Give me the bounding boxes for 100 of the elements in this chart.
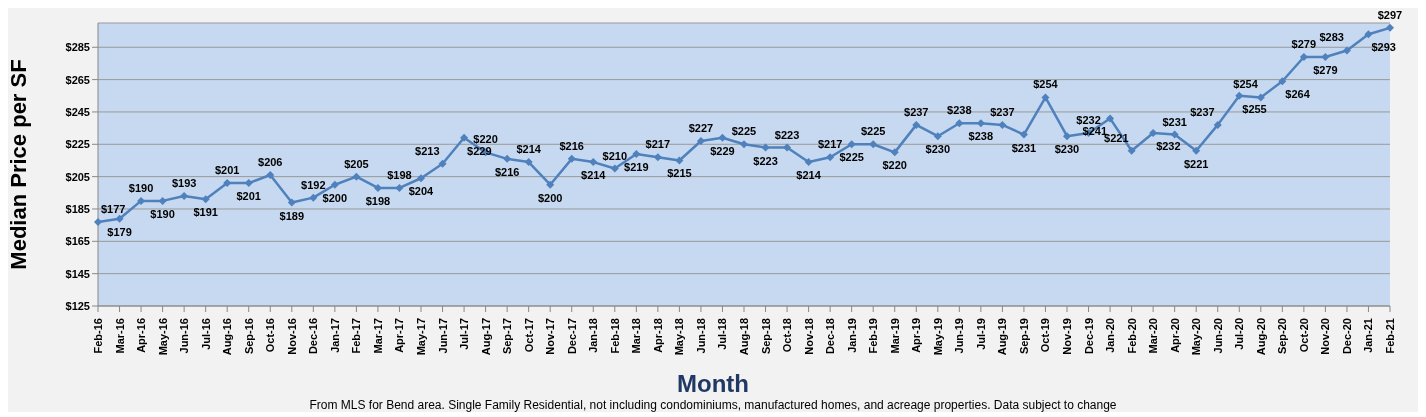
y-tick-label: $225 — [65, 138, 90, 151]
x-tick-label: Apr-18 — [651, 318, 664, 353]
data-label: $223 — [753, 154, 778, 167]
data-label: $198 — [387, 168, 412, 181]
x-tick-label: Sep-20 — [1276, 318, 1289, 355]
data-label: $206 — [258, 156, 283, 169]
x-tick-label: Apr-19 — [910, 318, 923, 353]
data-label: $198 — [365, 194, 391, 207]
data-label: $225 — [731, 125, 757, 138]
data-label: $297 — [1377, 8, 1403, 21]
x-tick-label: Mar-20 — [1147, 318, 1160, 354]
data-label: $232 — [1156, 139, 1181, 152]
data-label: $192 — [301, 178, 326, 191]
data-label: $177 — [101, 202, 126, 215]
x-tick-label: Jun-20 — [1211, 318, 1224, 354]
x-tick-label: Feb-20 — [1125, 318, 1138, 354]
data-label: $238 — [947, 104, 972, 117]
data-label: $214 — [581, 169, 607, 182]
x-tick-label: Nov-20 — [1319, 318, 1332, 355]
data-label: $201 — [214, 164, 240, 177]
data-label: $231 — [1162, 115, 1187, 128]
y-tick-label: $185 — [65, 202, 90, 215]
x-tick-label: Mar-17 — [371, 318, 384, 354]
x-tick-label: Aug-18 — [738, 318, 750, 356]
x-tick-label: Jul-18 — [716, 318, 729, 350]
x-tick-label: Feb-17 — [350, 318, 363, 354]
x-tick-label: Oct-18 — [781, 318, 794, 353]
x-tick-label: Mar-16 — [113, 318, 126, 354]
x-tick-label: Feb-21 — [1384, 318, 1396, 354]
x-tick-label: Dec-20 — [1340, 318, 1353, 355]
x-tick-label: Oct-20 — [1297, 318, 1310, 353]
x-tick-label: Jan-21 — [1362, 318, 1375, 353]
data-label: $210 — [602, 149, 628, 162]
x-tick-label: Nov-16 — [285, 318, 298, 355]
data-label: $214 — [516, 143, 542, 156]
x-tick-label: Jan-20 — [1104, 318, 1117, 353]
x-tick-label: May-17 — [415, 318, 427, 356]
data-label: $237 — [990, 105, 1015, 118]
data-label: $279 — [1313, 63, 1338, 76]
x-tick-label: Mar-18 — [630, 318, 643, 354]
data-label: $225 — [839, 151, 864, 164]
x-tick-label: Dec-16 — [307, 318, 320, 355]
x-tick-label: May-19 — [931, 318, 944, 356]
x-tick-label: Feb-16 — [92, 318, 104, 354]
data-label: $217 — [817, 138, 843, 151]
x-tick-label: Dec-19 — [1082, 318, 1095, 355]
x-tick-label: Sep-19 — [1017, 318, 1030, 355]
data-label: $215 — [667, 167, 692, 180]
x-tick-label: Dec-17 — [565, 318, 578, 355]
x-tick-label: Apr-16 — [135, 318, 148, 353]
x-tick-label: Aug-17 — [479, 318, 492, 356]
x-tick-label: Apr-20 — [1168, 318, 1181, 353]
data-label: $230 — [1054, 143, 1080, 156]
data-label: $225 — [860, 125, 886, 138]
x-tick-label: Jul-17 — [458, 318, 471, 350]
data-label: $264 — [1285, 88, 1311, 101]
x-tick-label: Oct-17 — [522, 318, 535, 353]
x-tick-label: Jan-18 — [587, 318, 600, 353]
data-label: $293 — [1371, 41, 1396, 54]
x-tick-label: Mar-19 — [888, 318, 901, 354]
data-label: $231 — [1011, 141, 1037, 154]
data-label: $221 — [1183, 157, 1209, 170]
y-tick-label: $165 — [65, 235, 90, 248]
x-tick-label: Nov-17 — [544, 318, 557, 355]
x-tick-label: May-20 — [1190, 318, 1203, 356]
data-label: $223 — [774, 128, 800, 141]
y-tick-label: $205 — [65, 170, 90, 183]
x-tick-label: Jun-16 — [178, 318, 191, 354]
x-tick-label: Jan-19 — [845, 318, 858, 353]
text: From MLS for Bend area. Single Family Residential, not including condominiums, manufactured homes, and acreage properties. Data subject to change — [308, 398, 1118, 412]
x-tick-label: Sep-16 — [242, 318, 255, 355]
data-label: $220 — [473, 133, 498, 146]
data-label: $216 — [559, 139, 584, 152]
x-tick-label: Aug-16 — [221, 318, 234, 356]
x-axis-title: Month — [676, 370, 750, 398]
data-label: $237 — [1190, 105, 1215, 118]
x-tick-label: Dec-18 — [824, 318, 837, 355]
data-label: $189 — [279, 209, 305, 222]
x-tick-label: Jun-17 — [436, 318, 449, 354]
data-label: $190 — [150, 207, 175, 220]
data-label: $205 — [344, 157, 369, 170]
data-label: $200 — [322, 191, 348, 204]
x-tick-label: Nov-18 — [802, 318, 815, 355]
x-tick-label: Oct-16 — [264, 318, 277, 353]
x-tick-label: Nov-19 — [1061, 318, 1073, 355]
x-tick-label: Feb-18 — [608, 318, 621, 354]
data-label: $204 — [408, 185, 435, 198]
data-label: $200 — [537, 191, 563, 204]
data-label: $193 — [171, 177, 197, 190]
data-label: $238 — [968, 130, 994, 143]
x-tick-label: Apr-17 — [393, 318, 406, 353]
data-label: $229 — [710, 144, 735, 157]
data-label: $190 — [128, 181, 154, 194]
data-label: $219 — [624, 160, 649, 173]
x-tick-label: Jun-19 — [953, 318, 966, 354]
x-tick-label: May-18 — [673, 318, 686, 356]
x-tick-label: Feb-19 — [867, 318, 880, 354]
y-tick-label: $145 — [65, 267, 90, 280]
data-label: $283 — [1319, 31, 1344, 44]
x-tick-label: Oct-19 — [1039, 318, 1052, 353]
